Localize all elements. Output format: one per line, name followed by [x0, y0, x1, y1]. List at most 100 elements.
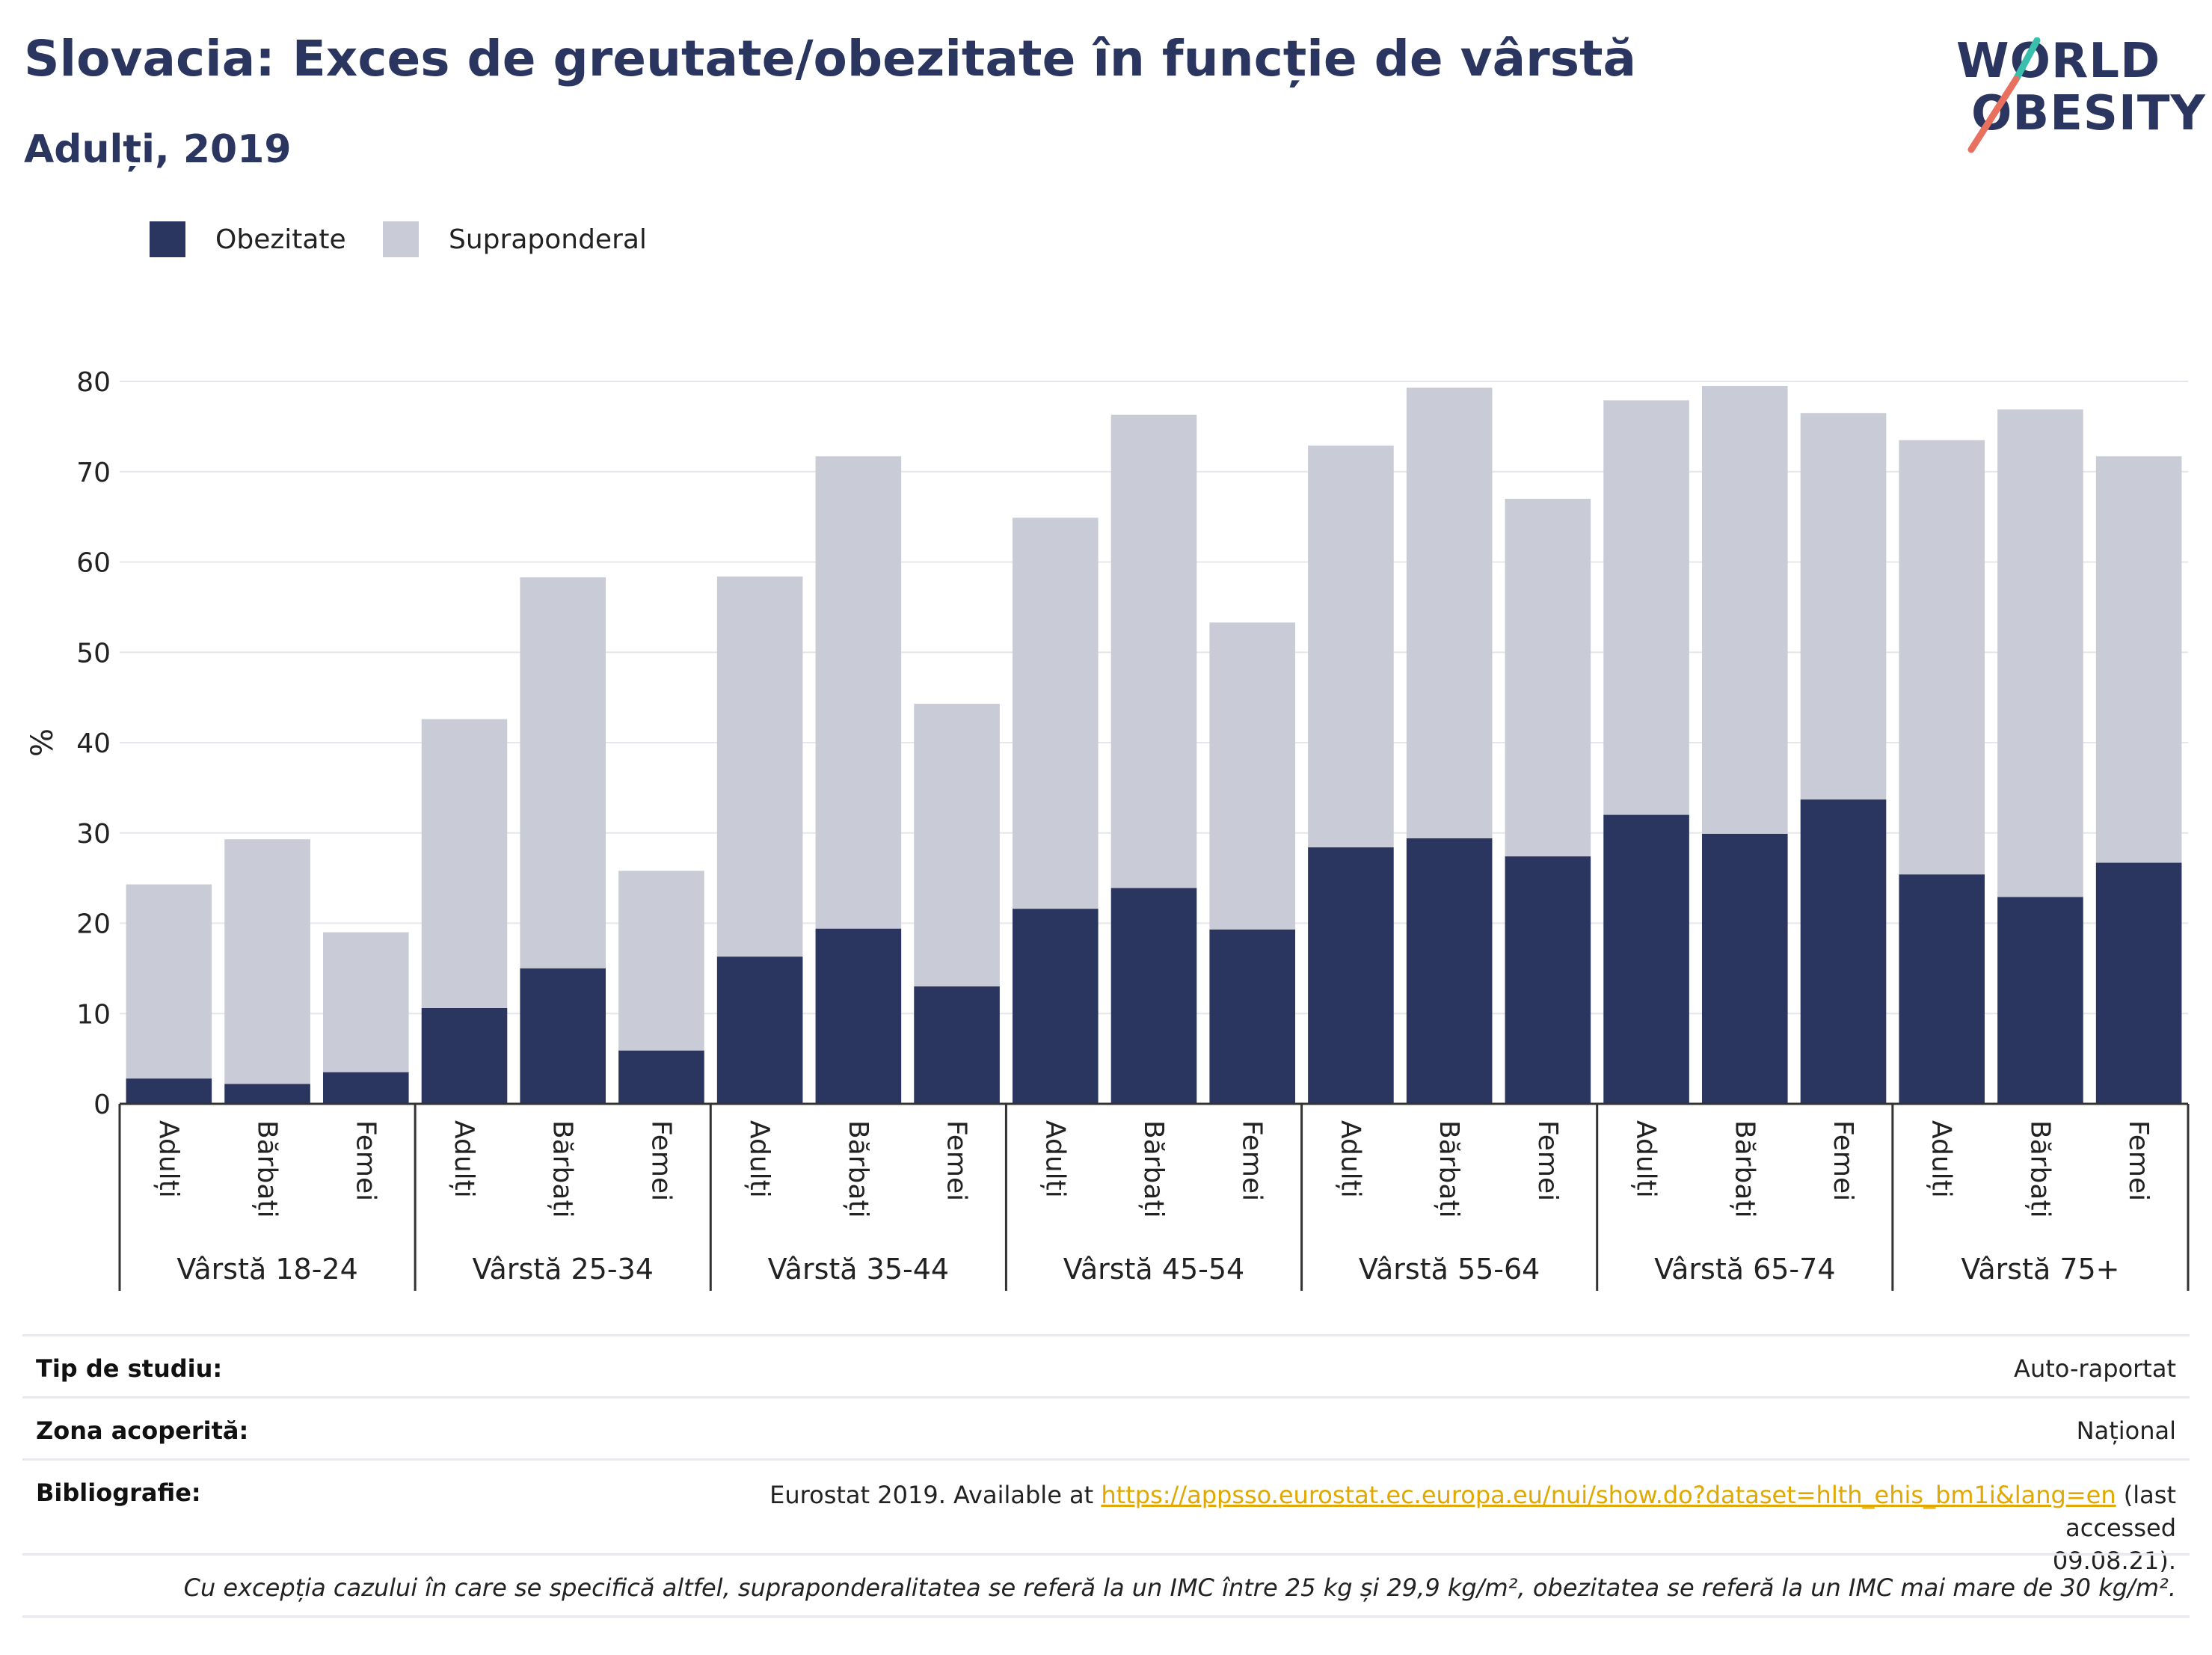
- bar-supraponderal: [914, 704, 1000, 987]
- study-type-label: Tip de studiu:: [36, 1354, 223, 1383]
- x-subcategory-label: Femei: [645, 1120, 676, 1201]
- x-subcategory-label: Bărbați: [843, 1120, 873, 1218]
- y-tick-label: 20: [76, 909, 111, 940]
- logo-slash-icon: [1967, 37, 2041, 153]
- bar-supraponderal: [2095, 456, 2182, 863]
- x-subcategory-label: Adulți: [1631, 1120, 1662, 1198]
- bibliography-link[interactable]: https://appsso.eurostat.ec.europa.eu/nui…: [1101, 1481, 2116, 1509]
- bar-supraponderal: [1308, 445, 1394, 848]
- x-subcategory-label: Bărbați: [547, 1120, 578, 1218]
- x-group-label: Vârstă 18-24: [176, 1253, 357, 1286]
- logo-word-obesity: OBESITY: [1971, 86, 2206, 141]
- bar-supraponderal: [421, 719, 508, 1009]
- bar-supraponderal: [1899, 440, 1985, 875]
- info-row-coverage: Zona acoperită: Național: [22, 1396, 2190, 1458]
- info-row-note: Cu excepția cazului în care se specifică…: [22, 1553, 2190, 1618]
- x-subcategory-label: Femei: [1237, 1120, 1268, 1201]
- bar-supraponderal: [520, 577, 606, 968]
- y-tick-label: 0: [93, 1090, 111, 1120]
- bar-obezitate: [1308, 847, 1394, 1104]
- bar-supraponderal: [1110, 414, 1197, 888]
- legend-item-supraponderal: Supraponderal: [383, 221, 647, 257]
- definition-note: Cu excepția cazului în care se specifică…: [183, 1573, 2176, 1602]
- bar-supraponderal: [1505, 498, 1591, 857]
- x-group-label: Vârstă 35-44: [768, 1253, 949, 1286]
- bar-supraponderal: [618, 871, 704, 1051]
- bar-obezitate: [1110, 888, 1197, 1104]
- chart-subtitle: Adulți, 2019: [24, 127, 292, 172]
- bar-obezitate: [2095, 862, 2182, 1104]
- legend-item-obezitate: Obezitate: [150, 221, 346, 257]
- x-subcategory-label: Adulți: [1335, 1120, 1365, 1198]
- y-tick-label: 30: [76, 819, 111, 850]
- x-subcategory-label: Femei: [1532, 1120, 1563, 1201]
- bar-obezitate: [1800, 799, 1887, 1104]
- x-group-label: Vârstă 25-34: [472, 1253, 653, 1286]
- bar-obezitate: [1505, 856, 1591, 1104]
- x-subcategory-label: Adulți: [744, 1120, 775, 1198]
- info-row-bibliography: Bibliografie: Eurostat 2019. Available a…: [22, 1458, 2190, 1575]
- legend-swatch-obezitate: [150, 221, 185, 257]
- stacked-bar-chart: 0 10 20 30 40 50 60 70 80% Adulți Bărbați Femei Adul…: [25, 367, 2190, 1291]
- world-obesity-logo: WORLD OBESITY: [1944, 34, 2205, 157]
- x-subcategory-label: Adulți: [1926, 1120, 1957, 1198]
- x-subcategory-label: Femei: [1828, 1120, 1858, 1201]
- bibliography-value: Eurostat 2019. Available at https://apps…: [681, 1479, 2176, 1577]
- info-row-study-type: Tip de studiu: Auto-raportat: [22, 1334, 2190, 1396]
- bar-obezitate: [1012, 909, 1099, 1104]
- chart-title: Slovacia: Exces de greutate/obezitate în…: [24, 30, 1637, 87]
- x-subcategory-label: Bărbați: [2024, 1120, 2055, 1218]
- bar-supraponderal: [1012, 518, 1099, 909]
- study-type-value: Auto-raportat: [2014, 1354, 2176, 1383]
- y-axis-label: %: [25, 728, 60, 757]
- y-tick-label: 80: [76, 367, 111, 398]
- x-group-label: Vârstă 55-64: [1359, 1253, 1540, 1286]
- x-subcategory-label: Bărbați: [252, 1120, 283, 1218]
- x-subcategory-label: Adulți: [153, 1120, 184, 1198]
- x-subcategory-label: Adulți: [449, 1120, 479, 1198]
- bar-obezitate: [1701, 833, 1788, 1104]
- legend-label-obezitate: Obezitate: [215, 224, 346, 255]
- bibliography-date: 09.08.21).: [2052, 1547, 2176, 1575]
- bar-supraponderal: [1603, 400, 1689, 815]
- bar-supraponderal: [322, 932, 409, 1072]
- info-table: Tip de studiu: Auto-raportat Zona acoper…: [22, 1334, 2190, 1618]
- x-subcategory-label: Femei: [350, 1120, 381, 1201]
- bar-obezitate: [1997, 897, 2083, 1104]
- x-subcategory-label: Adulți: [1039, 1120, 1070, 1198]
- bar-obezitate: [815, 928, 902, 1104]
- coverage-value: Național: [2076, 1416, 2176, 1445]
- bar-obezitate: [224, 1084, 310, 1104]
- bar-obezitate: [914, 986, 1000, 1104]
- y-tick-label: 60: [76, 548, 111, 579]
- bar-supraponderal: [716, 576, 803, 957]
- legend-label-supraponderal: Supraponderal: [449, 224, 647, 255]
- y-tick-label: 10: [76, 999, 111, 1030]
- bibliography-label: Bibliografie:: [36, 1479, 201, 1507]
- x-subcategory-label: Bărbați: [1138, 1120, 1169, 1218]
- bar-supraponderal: [1800, 413, 1887, 800]
- x-group-label: Vârstă 45-54: [1063, 1253, 1244, 1286]
- y-tick-label: 70: [76, 458, 111, 488]
- bibliography-suffix: (last accessed: [2065, 1481, 2176, 1542]
- bar-obezitate: [1209, 929, 1296, 1104]
- bar-obezitate: [1406, 838, 1493, 1104]
- bar-supraponderal: [126, 884, 212, 1079]
- y-tick-label: 50: [76, 638, 111, 669]
- bar-supraponderal: [224, 839, 310, 1084]
- y-tick-label: 40: [76, 728, 111, 759]
- bar-obezitate: [1899, 874, 1985, 1104]
- logo-word-world: WORLD: [1956, 34, 2161, 89]
- bar-obezitate: [618, 1050, 704, 1104]
- bar-obezitate: [1603, 814, 1689, 1104]
- x-subcategory-label: Femei: [2123, 1120, 2154, 1201]
- x-subcategory-label: Bărbați: [1729, 1120, 1760, 1218]
- bar-supraponderal: [1209, 622, 1296, 930]
- coverage-label: Zona acoperită:: [36, 1416, 249, 1445]
- legend-swatch-supraponderal: [383, 221, 419, 257]
- bar-obezitate: [520, 968, 606, 1104]
- x-subcategory-label: Bărbați: [1434, 1120, 1464, 1218]
- bar-obezitate: [716, 957, 803, 1104]
- x-group-label: Vârstă 65-74: [1654, 1253, 1835, 1286]
- bar-supraponderal: [815, 456, 902, 929]
